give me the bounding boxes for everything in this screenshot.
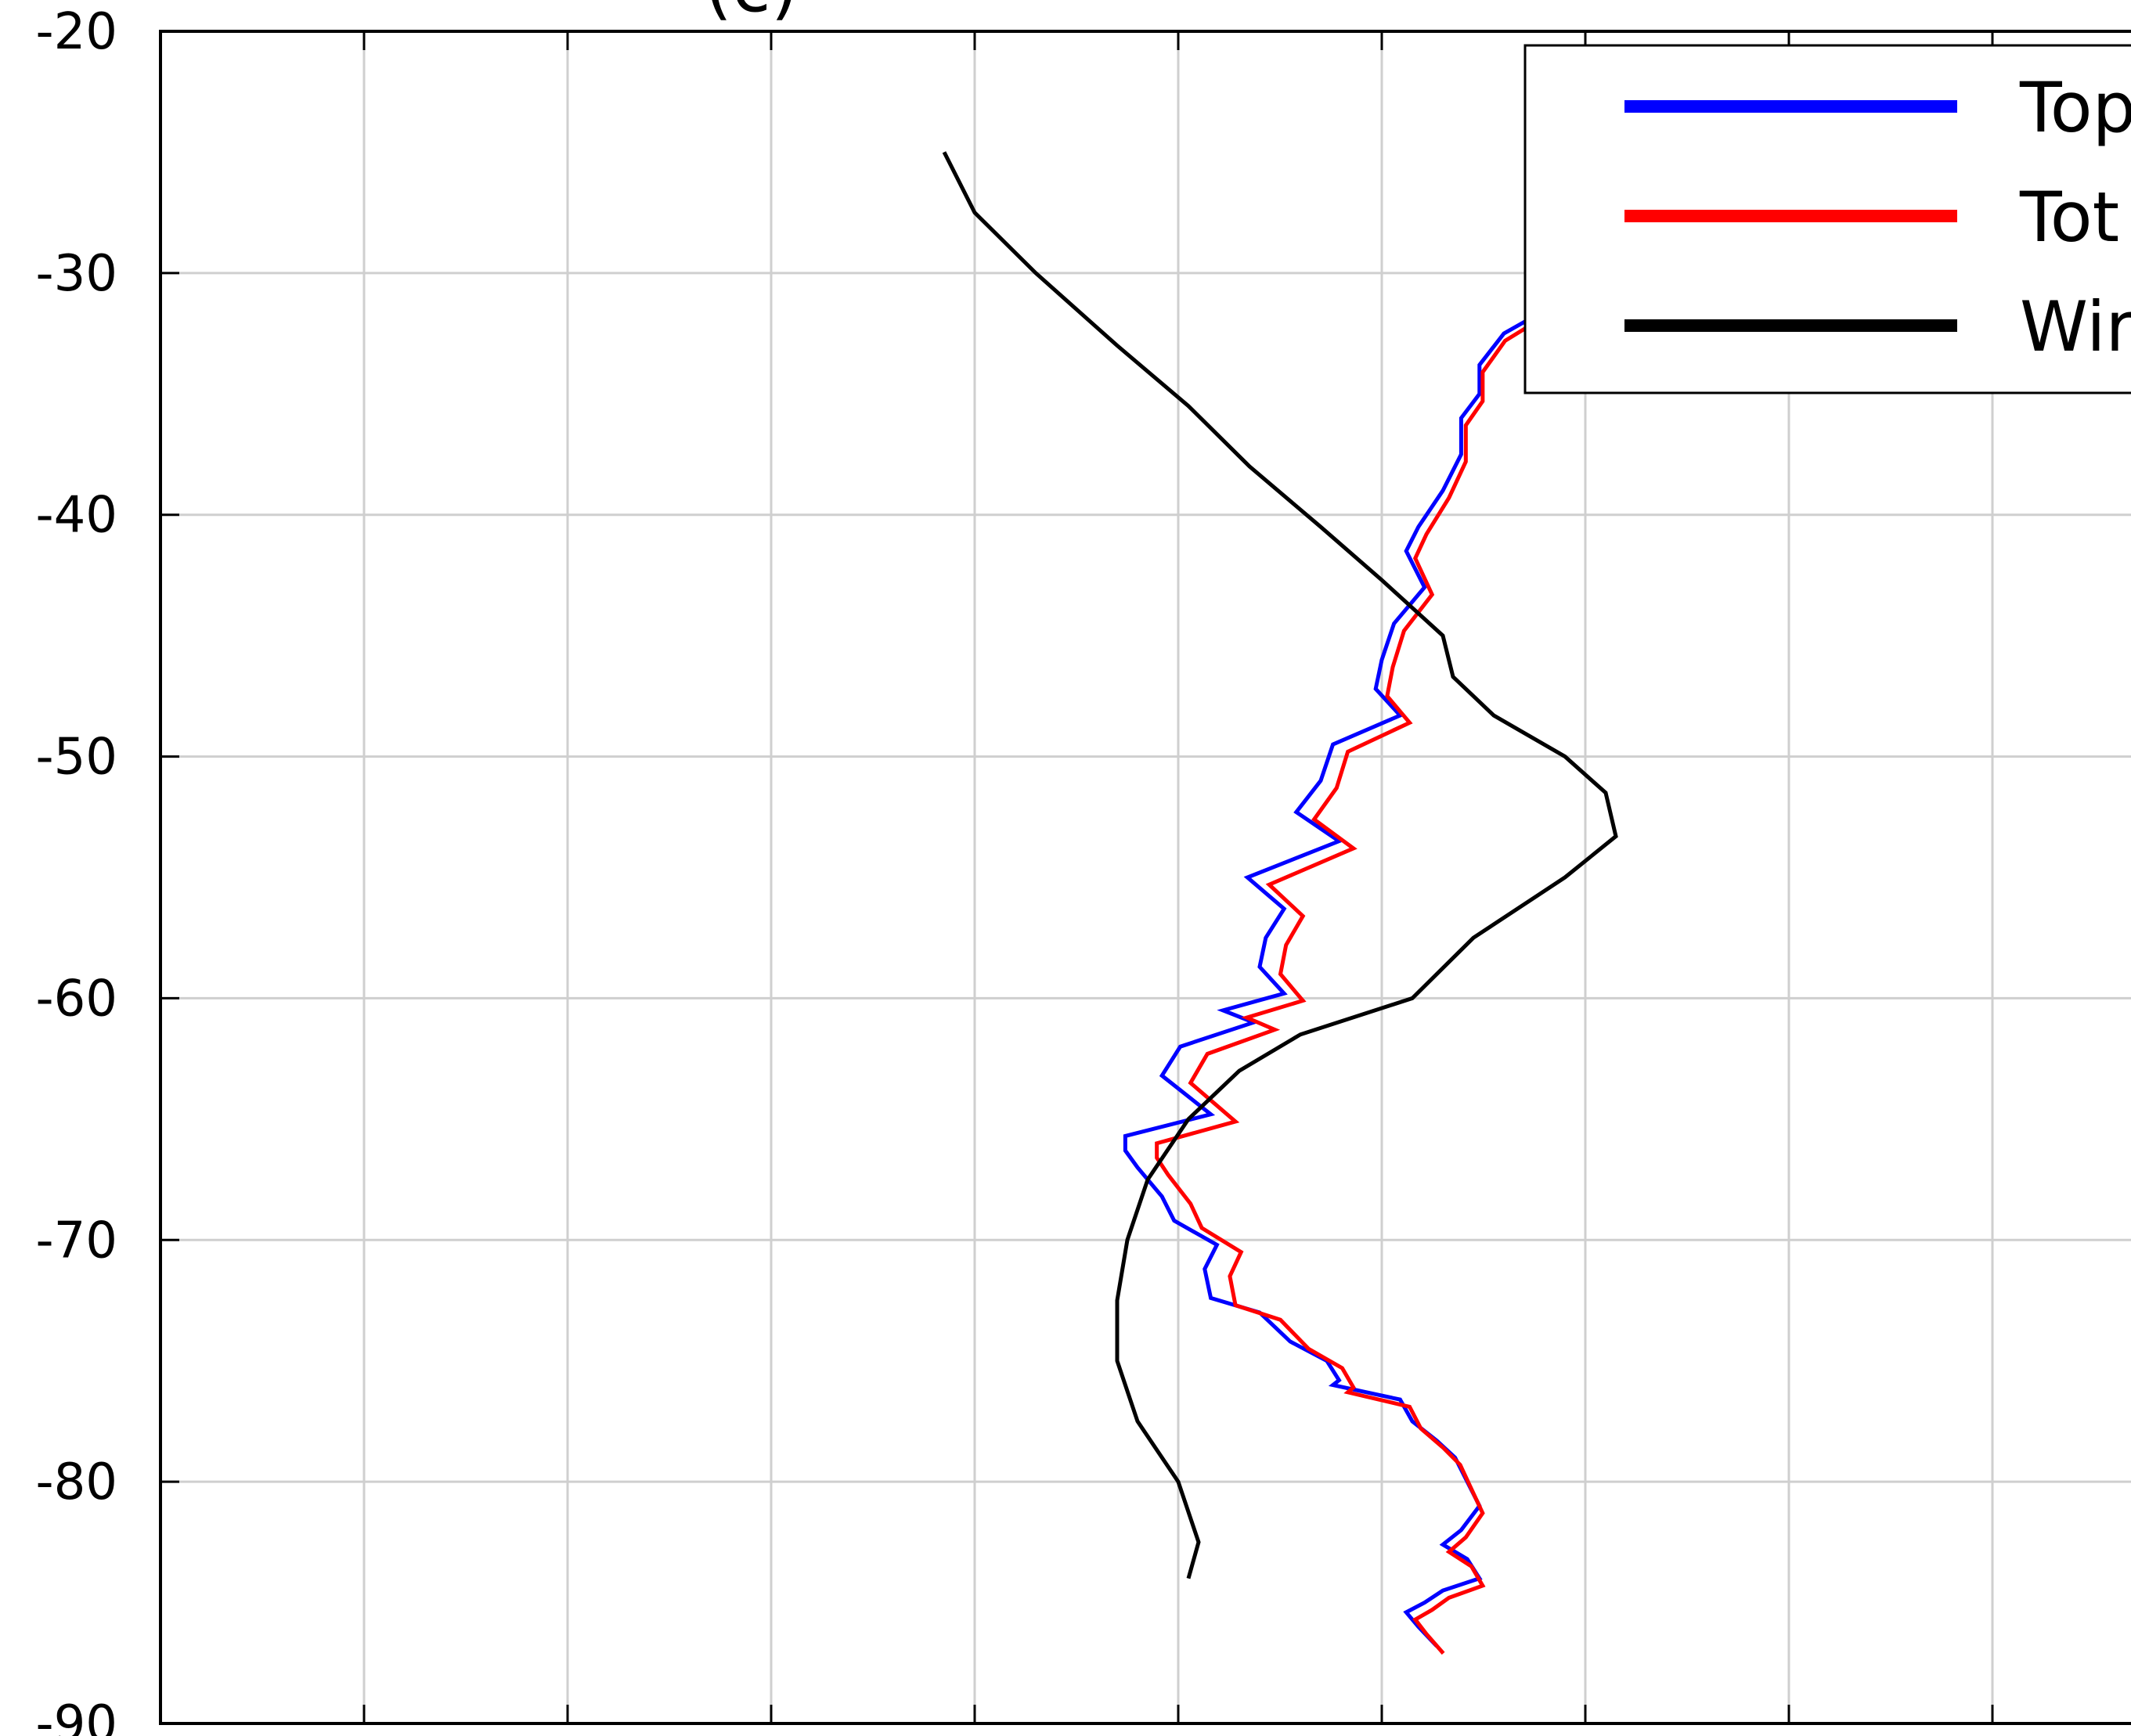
- y-tick-label: -50: [35, 729, 117, 787]
- black-series-line: [942, 151, 1618, 1579]
- y-tick-label: -30: [35, 245, 117, 303]
- y-tick-label: -60: [35, 970, 117, 1028]
- y-tick-label: -80: [35, 1453, 117, 1511]
- blue-series-line: [1123, 175, 1603, 1648]
- legend-label: Top: [2019, 67, 2131, 148]
- y-tick-label: -90: [35, 1695, 117, 1736]
- red-series-line: [1155, 182, 1597, 1655]
- legend: Top Tot Wir: [1523, 44, 2131, 394]
- y-tick-label: -70: [35, 1212, 117, 1270]
- chart-title-fragment: (c): [705, 0, 799, 28]
- legend-label: Wir: [2020, 286, 2131, 367]
- legend-label: Tot: [2019, 177, 2119, 258]
- y-tick-label: -40: [35, 487, 117, 545]
- y-tick-labels: -20 -30 -40 -50 -60 -70 -80 -90: [35, 3, 117, 1736]
- series-lines: [942, 151, 1618, 1655]
- y-tick-label: -20: [35, 3, 117, 61]
